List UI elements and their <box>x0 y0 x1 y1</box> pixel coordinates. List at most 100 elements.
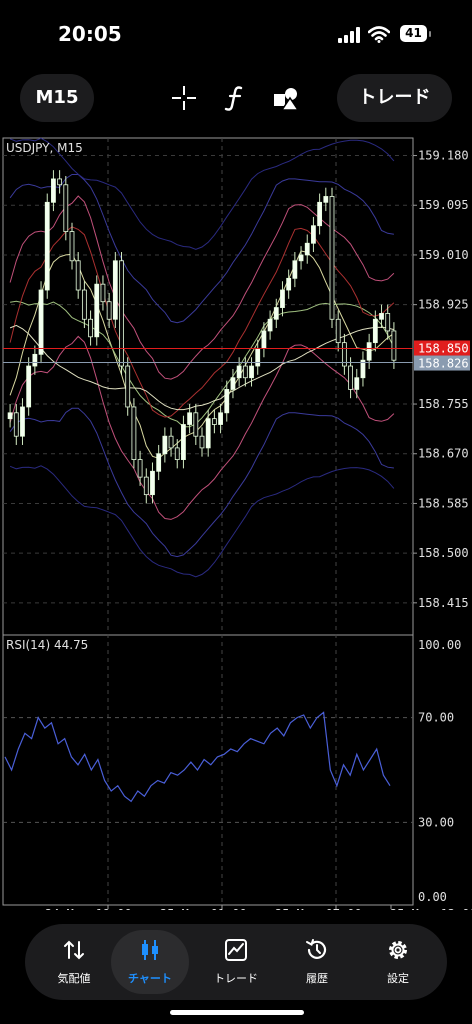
candle-bull <box>273 307 279 320</box>
battery-level: 41 <box>405 26 422 40</box>
candle-bear <box>100 283 106 303</box>
candle-bull <box>51 178 56 203</box>
history-icon <box>306 939 327 959</box>
time-tick-label: 25 Mar 07:00 <box>275 907 362 910</box>
indicator-band-line <box>9 137 395 250</box>
candle-bear <box>143 476 149 496</box>
chart-icon <box>142 940 158 960</box>
ask-price-tag <box>414 340 470 356</box>
candle-bull <box>205 418 211 449</box>
home-indicator <box>170 1010 304 1015</box>
rsi-tick-label: 0.00 <box>418 890 447 904</box>
indicator-band-line <box>9 335 395 520</box>
timeframe-button[interactable]: M15 <box>20 74 94 122</box>
candle-bull <box>280 289 285 308</box>
price-tick-label: 159.010 <box>418 248 469 262</box>
candle-bear <box>137 459 143 478</box>
candle-bull <box>261 330 267 349</box>
price-tick-label: 159.095 <box>418 198 469 212</box>
battery-icon <box>400 25 427 42</box>
tab-chart[interactable]: チャート <box>111 930 189 994</box>
candle-bear <box>81 289 87 320</box>
tab-quotes[interactable]: 気配値 <box>35 930 113 994</box>
rsi-label: RSI(14) 44.75 <box>6 638 89 652</box>
price-tick-label: 158.585 <box>418 496 469 510</box>
candle-bull <box>236 365 242 379</box>
candle-bull <box>360 359 366 379</box>
chart-canvas[interactable]: 159.180 159.095 159.010 158.925 158.755 158.6… <box>0 135 472 921</box>
battery-cap <box>429 31 431 37</box>
candle-bear <box>391 330 397 361</box>
candle-bull <box>32 353 38 367</box>
cellular-signal-icon <box>338 27 360 43</box>
candle-bear <box>348 365 353 390</box>
rsi-line <box>4 711 391 803</box>
bid-price-tag <box>414 355 470 371</box>
candle-bull <box>354 377 360 390</box>
settings-icon <box>389 941 407 959</box>
ask-price-label: 158.850 <box>418 341 469 355</box>
candle-bull <box>298 254 304 262</box>
candle-bear <box>193 412 199 437</box>
tab-trade[interactable]: トレード <box>197 930 275 994</box>
price-tick-label: 158.670 <box>418 447 469 461</box>
candle-bull <box>7 412 13 420</box>
bottom-tab-bar: 気配値 チャート トレード 履歴 設定 <box>25 924 447 1000</box>
candle-bull <box>187 412 193 425</box>
candle-bull <box>218 412 223 425</box>
price-chart[interactable]: 159.180 159.095 159.010 158.925 158.755 158.6… <box>0 135 472 921</box>
candle-bear <box>242 365 248 379</box>
function-icon[interactable] <box>221 84 249 112</box>
candle-bull <box>372 318 378 344</box>
candle-bull <box>311 225 316 244</box>
rsi-tick-label: 70.00 <box>418 711 454 725</box>
candle-bear <box>75 260 81 291</box>
candle-bull <box>366 342 372 361</box>
wifi-icon <box>368 26 390 43</box>
tab-history-label: 履歴 <box>306 972 328 985</box>
tab-chart-label: チャート <box>128 972 172 985</box>
tab-settings[interactable]: 設定 <box>359 930 437 994</box>
tab-history[interactable]: 履歴 <box>278 930 356 994</box>
candle-bull <box>286 277 292 291</box>
candle-bull <box>181 424 186 460</box>
candle-bear <box>125 365 131 408</box>
candle-bull <box>150 470 155 496</box>
candle-bull <box>255 348 261 367</box>
trade-button[interactable]: トレード <box>337 74 452 122</box>
candle-bull <box>162 435 168 455</box>
candle-bull <box>44 201 50 291</box>
time-tick-label: 25 Mar 13:00 <box>390 907 472 910</box>
candle-bull <box>38 289 44 355</box>
candle-bear <box>63 184 69 232</box>
price-tick-label: 158.415 <box>418 596 469 610</box>
candle-bull <box>323 196 329 203</box>
status-time: 20:05 <box>58 22 122 46</box>
indicator-band-line <box>9 174 394 324</box>
candle-bear <box>174 447 180 460</box>
candle-bull <box>230 377 236 390</box>
candle-bull <box>267 318 273 332</box>
candle-bear <box>211 418 217 425</box>
tab-settings-label: 設定 <box>387 972 409 985</box>
candle-bear <box>335 318 341 344</box>
objects-icon[interactable] <box>272 84 300 112</box>
indicator-band-line <box>9 324 395 411</box>
candle-bear <box>69 231 75 262</box>
candle-bull <box>112 260 118 320</box>
candle-bear <box>385 313 391 332</box>
candle-bull <box>292 260 298 279</box>
tab-quotes-label: 気配値 <box>57 972 91 985</box>
candle-bull <box>317 201 323 227</box>
candle-bull <box>379 313 384 320</box>
rsi-tick-label: 30.00 <box>418 815 454 829</box>
tab-trade-label: トレード <box>214 972 258 985</box>
candle-bull <box>94 283 100 338</box>
bid-price-label: 158.826 <box>418 357 469 371</box>
crosshair-icon[interactable] <box>170 84 198 112</box>
time-tick-label: 24 Mar 19:00 <box>45 907 132 910</box>
quotes-icon <box>64 940 84 960</box>
price-tick-label: 158.755 <box>418 397 469 411</box>
price-tick-label: 158.925 <box>418 298 469 312</box>
indicator-band-line <box>9 407 394 558</box>
